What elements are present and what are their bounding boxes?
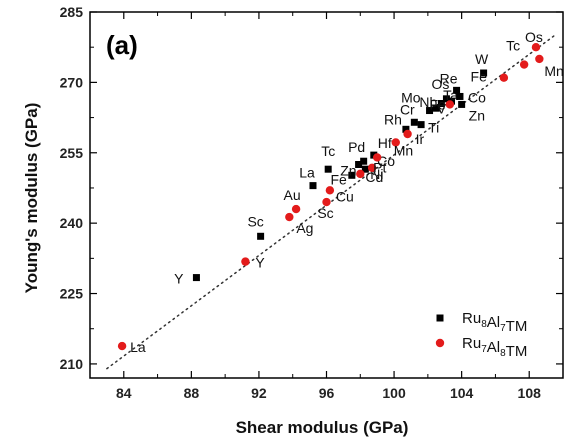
- point-label: Cd: [365, 169, 383, 185]
- marker-square: [257, 232, 265, 240]
- marker-circle: [445, 100, 455, 109]
- point-label: Sc: [247, 213, 263, 229]
- marker-circle: [499, 73, 509, 82]
- point-label: Ag: [296, 220, 313, 236]
- point-label: Mn: [394, 142, 413, 158]
- x-tick-label: 108: [518, 385, 542, 401]
- marker-circle: [535, 54, 544, 64]
- marker-circle: [285, 212, 294, 222]
- point-label: Tc: [506, 38, 520, 54]
- marker-circle: [372, 153, 382, 162]
- point-label: Mn: [544, 63, 563, 79]
- point-label: La: [130, 339, 146, 355]
- point-label: V: [437, 101, 447, 117]
- point-label: Fe: [429, 96, 446, 112]
- y-tick-label: 225: [60, 286, 84, 302]
- point-label: Co: [377, 153, 395, 169]
- marker-square: [348, 171, 356, 179]
- point-label: Fe: [330, 171, 347, 187]
- marker-circle: [117, 341, 127, 351]
- marker-circle: [325, 186, 335, 195]
- marker-square: [360, 157, 368, 165]
- point-label: Fe: [471, 69, 488, 85]
- legend-entry: Ru8Al7TM: [462, 310, 527, 335]
- marker-circle: [356, 169, 365, 179]
- marker-square: [453, 86, 461, 94]
- point-label: Cr: [400, 101, 415, 117]
- x-axis-title: Shear modulus (GPa): [236, 418, 409, 437]
- point-label: Nb: [419, 94, 437, 110]
- point-label: W: [475, 51, 489, 67]
- marker-circle: [241, 257, 250, 266]
- point-label: Zn: [469, 107, 485, 123]
- y-tick-label: 285: [60, 4, 84, 20]
- legend-marker-square: [436, 314, 444, 322]
- point-label: Pd: [348, 139, 365, 155]
- y-axis-title: Young's modulus (GPa): [22, 103, 41, 294]
- legend-marker-circle: [435, 338, 445, 348]
- marker-square: [456, 92, 464, 100]
- point-label: Os: [525, 29, 543, 45]
- y-tick-label: 240: [60, 215, 84, 231]
- marker-square: [402, 125, 410, 133]
- marker-square: [480, 69, 488, 77]
- marker-square: [426, 107, 434, 115]
- marker-square: [309, 182, 317, 190]
- marker-circle: [367, 163, 377, 172]
- marker-circle: [291, 204, 301, 214]
- marker-square: [355, 161, 363, 168]
- marker-square: [458, 100, 466, 108]
- marker-square: [437, 100, 445, 107]
- marker-circle: [322, 197, 331, 207]
- point-label: La: [299, 165, 315, 181]
- trend-line: [106, 34, 556, 370]
- x-tick-label: 96: [319, 385, 335, 401]
- y-tick-label: 270: [60, 74, 84, 90]
- legend-entry: Ru7Al8TM: [462, 335, 527, 360]
- point-label: Re: [440, 70, 458, 86]
- point-label: Y: [174, 271, 184, 287]
- point-label: Pt: [373, 159, 386, 175]
- marker-circle: [391, 138, 400, 147]
- marker-square: [432, 104, 440, 112]
- marker-square: [192, 274, 200, 282]
- marker-square: [442, 95, 450, 103]
- point-label: Au: [284, 187, 301, 203]
- y-tick-label: 210: [60, 356, 84, 372]
- x-tick-label: 84: [116, 385, 132, 401]
- panel-label: (a): [106, 30, 138, 60]
- point-label: Rh: [384, 111, 402, 127]
- point-label: Ir: [416, 131, 425, 147]
- point-label: Mo: [401, 90, 421, 106]
- point-label: Zn: [340, 163, 356, 179]
- marker-square: [417, 121, 425, 129]
- point-label: Sc: [317, 205, 333, 221]
- y-tick-label: 255: [60, 145, 84, 161]
- point-label: Tc: [321, 143, 335, 159]
- marker-circle: [519, 60, 529, 69]
- x-tick-label: 92: [251, 385, 267, 401]
- x-tick-label: 104: [450, 385, 474, 401]
- point-label: Y: [255, 255, 265, 271]
- x-tick-label: 100: [382, 385, 406, 401]
- marker-square: [361, 165, 369, 173]
- marker-circle: [531, 42, 541, 52]
- point-label: Co: [468, 89, 486, 105]
- x-tick-label: 88: [184, 385, 200, 401]
- marker-circle: [403, 129, 412, 139]
- point-label: Hf: [378, 135, 392, 151]
- point-label: Os: [431, 76, 449, 92]
- point-label: Cu: [336, 188, 354, 204]
- marker-square: [410, 118, 418, 126]
- marker-square: [324, 165, 332, 173]
- point-label: Ti: [428, 120, 439, 136]
